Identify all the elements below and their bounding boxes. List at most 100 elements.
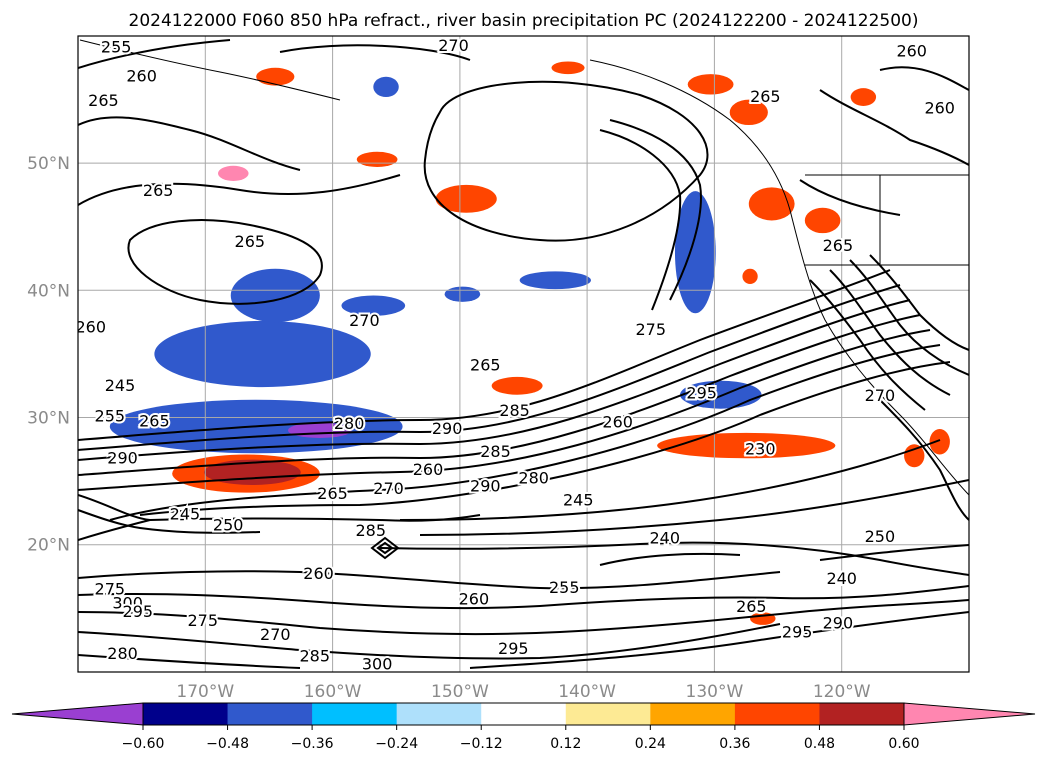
contour-label: 240 — [650, 528, 681, 547]
north-america-coastline — [589, 59, 969, 496]
shaded-region — [341, 295, 406, 316]
shaded-region — [657, 432, 836, 459]
contour-label: 230 — [745, 439, 776, 458]
shaded-region — [804, 207, 841, 234]
contour-line — [819, 544, 969, 561]
colorbar-tick-label: 0.60 — [888, 736, 919, 752]
contour-line — [279, 44, 471, 61]
colorbar-tick-label: 0.24 — [635, 736, 666, 752]
contour-line — [78, 314, 921, 476]
contour-line — [599, 552, 741, 566]
contour-line — [370, 536, 400, 560]
contour-label: 295 — [123, 602, 154, 621]
colorbar-extend-high — [903, 702, 1036, 726]
contour-label: 265 — [88, 91, 119, 110]
contour-label: 280 — [518, 469, 549, 488]
lon-tick-150w: 150°W — [431, 682, 489, 702]
shaded-region — [154, 320, 371, 388]
shaded-region — [929, 429, 950, 455]
colorbar-segment — [650, 703, 736, 725]
contour-label: 260 — [602, 413, 633, 432]
contour-line — [78, 329, 931, 491]
colorbar-segment — [481, 703, 567, 725]
shaded-region — [519, 271, 591, 290]
contour-label: 285 — [299, 647, 330, 666]
contour-label: 290 — [432, 419, 463, 438]
colorbar-segment — [819, 703, 905, 725]
contour-line — [849, 259, 969, 376]
contour-line — [127, 219, 323, 305]
shaded-region — [444, 286, 481, 302]
contour-line — [78, 585, 969, 610]
contour-label: 290 — [107, 448, 138, 467]
contour-label: 265 — [139, 411, 170, 430]
chart-title: 2024122000 F060 850 hPa refract., river … — [129, 11, 919, 31]
coastlines — [79, 39, 969, 496]
shaded-region — [373, 76, 399, 98]
contour-line — [78, 299, 911, 461]
lat-tick-30n: 30°N — [27, 409, 70, 429]
shaded-region — [256, 67, 295, 86]
shaded-region — [687, 74, 734, 95]
contour-label: 260 — [924, 99, 955, 118]
contour-line — [599, 129, 682, 311]
lon-tick-170w: 170°W — [176, 682, 234, 702]
contour-line — [78, 509, 261, 534]
lat-tick-40n: 40°N — [27, 281, 70, 301]
shaded-region — [850, 88, 877, 106]
contour-label: 300 — [112, 593, 143, 612]
contour-label: 280 — [334, 414, 365, 433]
contour-line — [819, 89, 969, 166]
shaded-region — [218, 165, 249, 182]
state-borders — [805, 174, 969, 266]
contour-label: 255 — [101, 37, 132, 56]
colorbar-segment — [312, 703, 398, 725]
contour-label: 255 — [549, 578, 580, 597]
contour-line — [78, 654, 301, 669]
contour-label: 260 — [126, 67, 157, 86]
contour-line — [609, 119, 702, 301]
contour-label: 250 — [865, 527, 896, 546]
colorbar-tick-label: −0.36 — [291, 736, 334, 752]
contour-label: 250 — [213, 516, 244, 535]
contour-line — [78, 570, 781, 590]
lon-tick-120w: 120°W — [813, 682, 871, 702]
contour-label: 260 — [75, 317, 106, 336]
contour-line — [78, 116, 301, 171]
colorbar-extend-low — [11, 702, 144, 726]
shaded-region — [230, 268, 320, 323]
contour-line — [78, 599, 969, 636]
contour-label: 290 — [470, 476, 501, 495]
contour-label: 295 — [782, 623, 813, 642]
contour-line — [809, 279, 926, 411]
lon-tick-130w: 130°W — [686, 682, 744, 702]
contour-line — [78, 174, 401, 206]
colorbar-segment — [734, 703, 820, 725]
colorbar-segment — [227, 703, 313, 725]
shaded-region — [742, 268, 758, 285]
contour-line — [419, 479, 969, 536]
contour-label: 295 — [498, 639, 529, 658]
contour-line — [869, 254, 969, 351]
contour-line — [469, 611, 969, 669]
colorbar-segment — [565, 703, 651, 725]
colorbar-tick-label: −0.60 — [122, 736, 165, 752]
contour-label: 245 — [170, 504, 201, 523]
contour-line — [109, 344, 941, 521]
colorbar-frame — [142, 702, 905, 726]
contour-label: 275 — [187, 611, 218, 630]
contour-line — [78, 269, 891, 441]
shaded-region — [729, 99, 768, 126]
contour-label: 300 — [362, 654, 393, 673]
contour-label: 260 — [413, 460, 444, 479]
contour-line — [379, 541, 969, 576]
colorbar-tick-label: −0.12 — [460, 736, 503, 752]
colorbar-segment — [143, 703, 229, 725]
contour-line — [399, 439, 941, 521]
contour-label: 265 — [317, 484, 348, 503]
contour-label: 270 — [438, 36, 469, 55]
contour-label: 275 — [636, 320, 667, 339]
shaded-region — [435, 184, 497, 213]
